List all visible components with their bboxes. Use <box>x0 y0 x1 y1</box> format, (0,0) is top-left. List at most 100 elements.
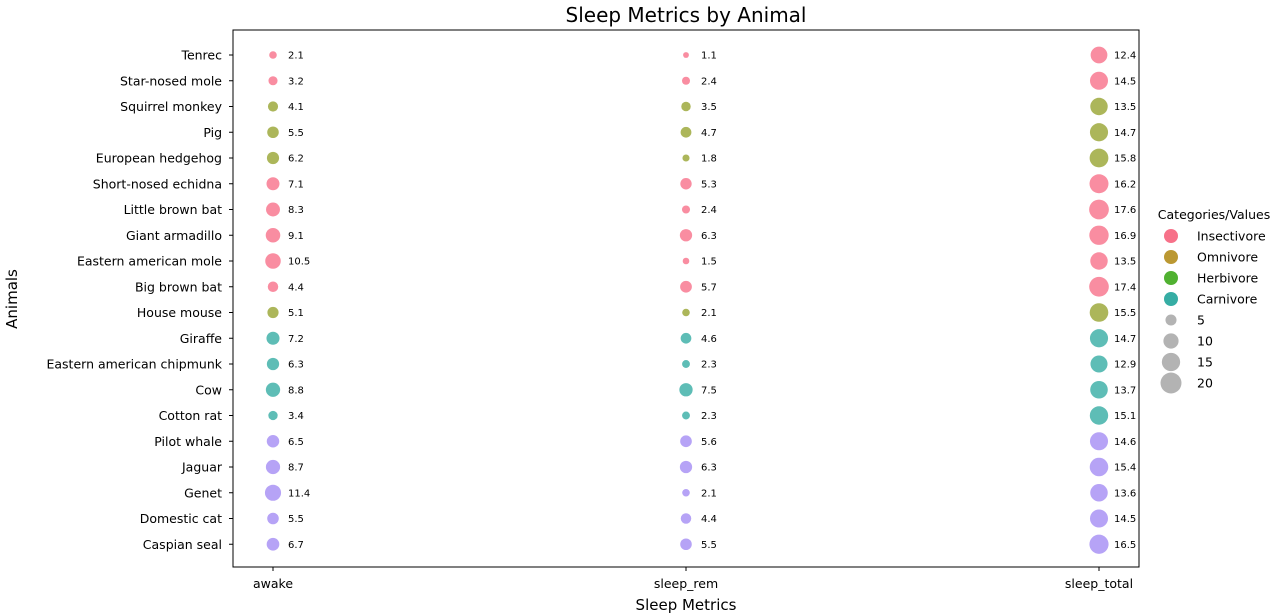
point-giraffe-sleep-total <box>1089 329 1109 348</box>
y-tick-label-jaguar: Jaguar <box>181 460 223 475</box>
y-tick-label-little-brown-bat: Little brown bat <box>124 202 223 217</box>
y-tick-label-eastern-american-mole: Eastern american mole <box>77 254 222 269</box>
y-axis-label: Animals <box>3 269 21 329</box>
point-squirrel-monkey-awake <box>267 101 279 112</box>
y-tick-label-cow: Cow <box>195 382 222 397</box>
data-label-short-nosed-echidna-sleep-total: 16.2 <box>1114 179 1136 190</box>
point-domestic-cat-awake <box>267 512 279 525</box>
point-jaguar-sleep-total <box>1089 457 1109 477</box>
data-label-jaguar-sleep-total: 15.4 <box>1114 463 1136 474</box>
point-house-mouse-awake <box>267 306 279 319</box>
point-genet-sleep-total <box>1090 484 1108 502</box>
point-little-brown-bat-awake <box>266 202 280 217</box>
point-tenrec-sleep-rem <box>683 52 689 58</box>
point-eastern-american-chipmunk-sleep-rem <box>682 360 690 368</box>
point-pig-sleep-total <box>1089 123 1109 142</box>
data-label-caspian-seal-sleep-rem: 5.5 <box>701 540 717 551</box>
data-label-domestic-cat-sleep-rem: 4.4 <box>701 514 717 525</box>
point-pig-awake <box>267 126 279 139</box>
data-label-tenrec-sleep-total: 12.4 <box>1114 51 1136 62</box>
point-caspian-seal-sleep-total <box>1089 534 1109 554</box>
point-short-nosed-echidna-sleep-rem <box>680 178 692 190</box>
y-tick-label-squirrel-monkey: Squirrel monkey <box>120 99 222 114</box>
point-house-mouse-sleep-rem <box>682 308 690 317</box>
legend-label-omnivore: Omnivore <box>1197 250 1258 265</box>
legend-size-marker-15 <box>1161 352 1181 372</box>
point-giraffe-sleep-rem <box>680 332 692 344</box>
data-label-pig-sleep-total: 14.7 <box>1114 128 1136 139</box>
point-big-brown-bat-sleep-total <box>1089 276 1109 297</box>
legend-label-carnivore: Carnivore <box>1197 292 1258 307</box>
data-label-pig-sleep-rem: 4.7 <box>701 128 717 139</box>
data-label-giraffe-sleep-total: 14.7 <box>1114 334 1136 345</box>
y-tick-label-short-nosed-echidna: Short-nosed echidna <box>93 176 222 191</box>
point-european-hedgehog-awake <box>266 151 280 165</box>
data-label-jaguar-awake: 8.7 <box>288 463 304 474</box>
data-label-short-nosed-echidna-sleep-rem: 5.3 <box>701 179 717 190</box>
legend-size-label-15: 15 <box>1197 355 1213 370</box>
point-eastern-american-chipmunk-awake <box>266 357 280 371</box>
point-cow-awake <box>265 382 281 397</box>
data-label-squirrel-monkey-sleep-total: 13.5 <box>1114 102 1136 113</box>
legend-marker-insectivore <box>1164 229 1178 243</box>
data-label-european-hedgehog-sleep-rem: 1.8 <box>701 154 717 165</box>
data-label-pilot-whale-sleep-rem: 5.6 <box>701 437 717 448</box>
data-label-eastern-american-chipmunk-sleep-total: 12.9 <box>1114 360 1136 371</box>
point-giraffe-awake <box>266 331 280 345</box>
x-tick-label-awake: awake <box>253 576 293 591</box>
legend-size-marker-10 <box>1163 333 1179 349</box>
point-caspian-seal-awake <box>266 537 280 551</box>
data-label-jaguar-sleep-rem: 6.3 <box>701 463 717 474</box>
point-european-hedgehog-sleep-total <box>1089 148 1109 168</box>
legend: Categories/Values Insectivore Omnivore Her… <box>1158 207 1270 394</box>
legend-marker-herbivore <box>1164 271 1178 285</box>
y-tick-label-genet: Genet <box>184 485 222 500</box>
point-pilot-whale-awake <box>266 435 280 448</box>
point-giant-armadillo-sleep-rem <box>679 229 693 242</box>
point-short-nosed-echidna-awake <box>266 177 280 191</box>
data-label-little-brown-bat-awake: 8.3 <box>288 205 304 216</box>
data-label-cotton-rat-awake: 3.4 <box>288 411 304 422</box>
point-cow-sleep-rem <box>679 383 693 397</box>
point-eastern-american-chipmunk-sleep-total <box>1090 355 1108 373</box>
data-label-giant-armadillo-sleep-total: 16.9 <box>1114 231 1136 242</box>
legend-size-label-5: 5 <box>1197 313 1205 328</box>
data-label-short-nosed-echidna-awake: 7.1 <box>288 179 304 190</box>
data-label-star-nosed-mole-sleep-total: 14.5 <box>1114 76 1136 87</box>
y-tick-label-caspian-seal: Caspian seal <box>143 537 222 552</box>
data-label-cow-awake: 8.8 <box>288 385 304 396</box>
data-label-big-brown-bat-sleep-total: 17.4 <box>1114 282 1136 293</box>
legend-size-marker-5 <box>1165 314 1177 326</box>
point-star-nosed-mole-sleep-rem <box>681 76 691 85</box>
data-label-little-brown-bat-sleep-rem: 2.4 <box>701 205 717 216</box>
data-label-european-hedgehog-awake: 6.2 <box>288 154 304 165</box>
data-label-squirrel-monkey-awake: 4.1 <box>288 102 304 113</box>
x-tick-label-sleep-rem: sleep_rem <box>654 576 718 591</box>
point-giant-armadillo-sleep-total <box>1089 225 1109 245</box>
point-eastern-american-mole-sleep-rem <box>682 257 690 265</box>
y-tick-label-cotton-rat: Cotton rat <box>159 408 223 423</box>
data-label-big-brown-bat-sleep-rem: 5.7 <box>701 282 717 293</box>
point-pig-sleep-rem <box>680 126 692 138</box>
point-pilot-whale-sleep-rem <box>680 435 692 448</box>
point-little-brown-bat-sleep-total <box>1089 199 1109 220</box>
point-genet-sleep-rem <box>682 488 690 497</box>
data-label-domestic-cat-awake: 5.5 <box>288 514 304 525</box>
point-tenrec-sleep-total <box>1090 46 1108 64</box>
legend-size-label-20: 20 <box>1197 376 1213 391</box>
legend-marker-carnivore <box>1164 292 1178 306</box>
data-label-eastern-american-mole-sleep-rem: 1.5 <box>701 257 717 268</box>
y-tick-label-european-hedgehog: European hedgehog <box>96 151 222 166</box>
data-label-cow-sleep-total: 13.7 <box>1114 385 1136 396</box>
chart-title: Sleep Metrics by Animal <box>566 3 807 27</box>
point-domestic-cat-sleep-rem <box>680 513 692 524</box>
data-label-squirrel-monkey-sleep-rem: 3.5 <box>701 102 717 113</box>
y-tick-label-house-mouse: House mouse <box>137 305 222 320</box>
point-house-mouse-sleep-total <box>1089 303 1109 322</box>
point-cotton-rat-sleep-rem <box>682 411 690 420</box>
data-label-caspian-seal-awake: 6.7 <box>288 540 304 551</box>
data-label-pilot-whale-sleep-total: 14.6 <box>1114 437 1136 448</box>
data-label-giraffe-sleep-rem: 4.6 <box>701 334 717 345</box>
point-pilot-whale-sleep-total <box>1089 432 1109 451</box>
